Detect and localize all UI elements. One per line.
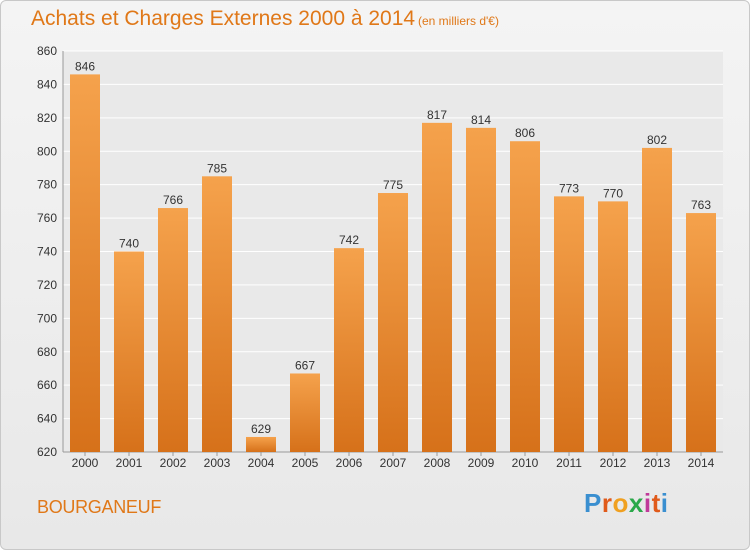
x-tick-label: 2003 [204, 456, 231, 470]
y-tick-label: 820 [37, 111, 57, 125]
data-label: 802 [647, 133, 667, 147]
brand-letter: r [601, 488, 613, 518]
data-label: 629 [251, 422, 271, 436]
brand-letter: o [612, 488, 629, 518]
chart-subtitle: (en milliers d'€) [418, 14, 499, 28]
y-tick-label: 660 [37, 378, 57, 392]
bar [290, 373, 320, 452]
data-label: 740 [119, 237, 139, 251]
y-tick-label: 760 [37, 211, 57, 225]
data-label: 770 [603, 186, 623, 200]
x-tick-label: 2013 [644, 456, 671, 470]
y-tick-label: 720 [37, 278, 57, 292]
data-label: 742 [339, 233, 359, 247]
brand-letter: P [584, 488, 602, 518]
x-tick-label: 2000 [72, 456, 99, 470]
x-tick-label: 2014 [688, 456, 715, 470]
y-tick-label: 740 [37, 245, 57, 259]
x-tick-label: 2007 [380, 456, 407, 470]
proxiti-logo[interactable]: Proxiti [584, 488, 668, 519]
data-label: 766 [163, 193, 183, 207]
y-tick-label: 780 [37, 178, 57, 192]
data-label: 775 [383, 178, 403, 192]
x-tick-label: 2006 [336, 456, 363, 470]
x-tick-label: 2009 [468, 456, 495, 470]
bar [554, 196, 584, 452]
y-tick-label: 620 [37, 445, 57, 459]
bar [378, 193, 408, 453]
x-tick-label: 2011 [556, 456, 582, 470]
location-label: BOURGANEUF [37, 497, 162, 517]
bar [598, 201, 628, 452]
x-tick-label: 2010 [512, 456, 539, 470]
bar [642, 147, 672, 453]
y-tick-label: 700 [37, 311, 57, 325]
y-tick-label: 860 [37, 44, 57, 58]
bar [510, 141, 540, 452]
data-label: 773 [559, 181, 579, 195]
bar [70, 74, 100, 453]
chart-title: Achats et Charges Externes 2000 à 2014 [31, 7, 416, 30]
brand-letter: i [643, 488, 652, 518]
brand-letter: x [628, 488, 644, 518]
bar [114, 251, 144, 452]
data-label: 814 [471, 113, 491, 127]
bar [422, 122, 452, 453]
data-label: 817 [427, 108, 447, 122]
x-tick-label: 2002 [160, 456, 187, 470]
data-label: 806 [515, 126, 535, 140]
data-label: 846 [75, 59, 95, 73]
x-tick-label: 2012 [600, 456, 627, 470]
x-tick-label: 2005 [292, 456, 319, 470]
bar [246, 436, 276, 452]
bar [158, 208, 188, 452]
y-tick-label: 640 [37, 412, 57, 426]
y-tick-label: 800 [37, 144, 57, 158]
y-tick-label: 840 [37, 77, 57, 91]
bar [334, 248, 364, 452]
bar [466, 127, 496, 452]
data-label: 763 [691, 198, 711, 212]
x-tick-label: 2004 [248, 456, 275, 470]
bar [686, 213, 716, 452]
data-label: 667 [295, 358, 315, 372]
y-tick-label: 680 [37, 345, 57, 359]
bar [202, 176, 232, 452]
data-label: 785 [207, 161, 227, 175]
x-tick-label: 2001 [116, 456, 143, 470]
brand-letter: i [660, 488, 669, 518]
x-tick-label: 2008 [424, 456, 451, 470]
brand-letter: t [651, 488, 661, 518]
